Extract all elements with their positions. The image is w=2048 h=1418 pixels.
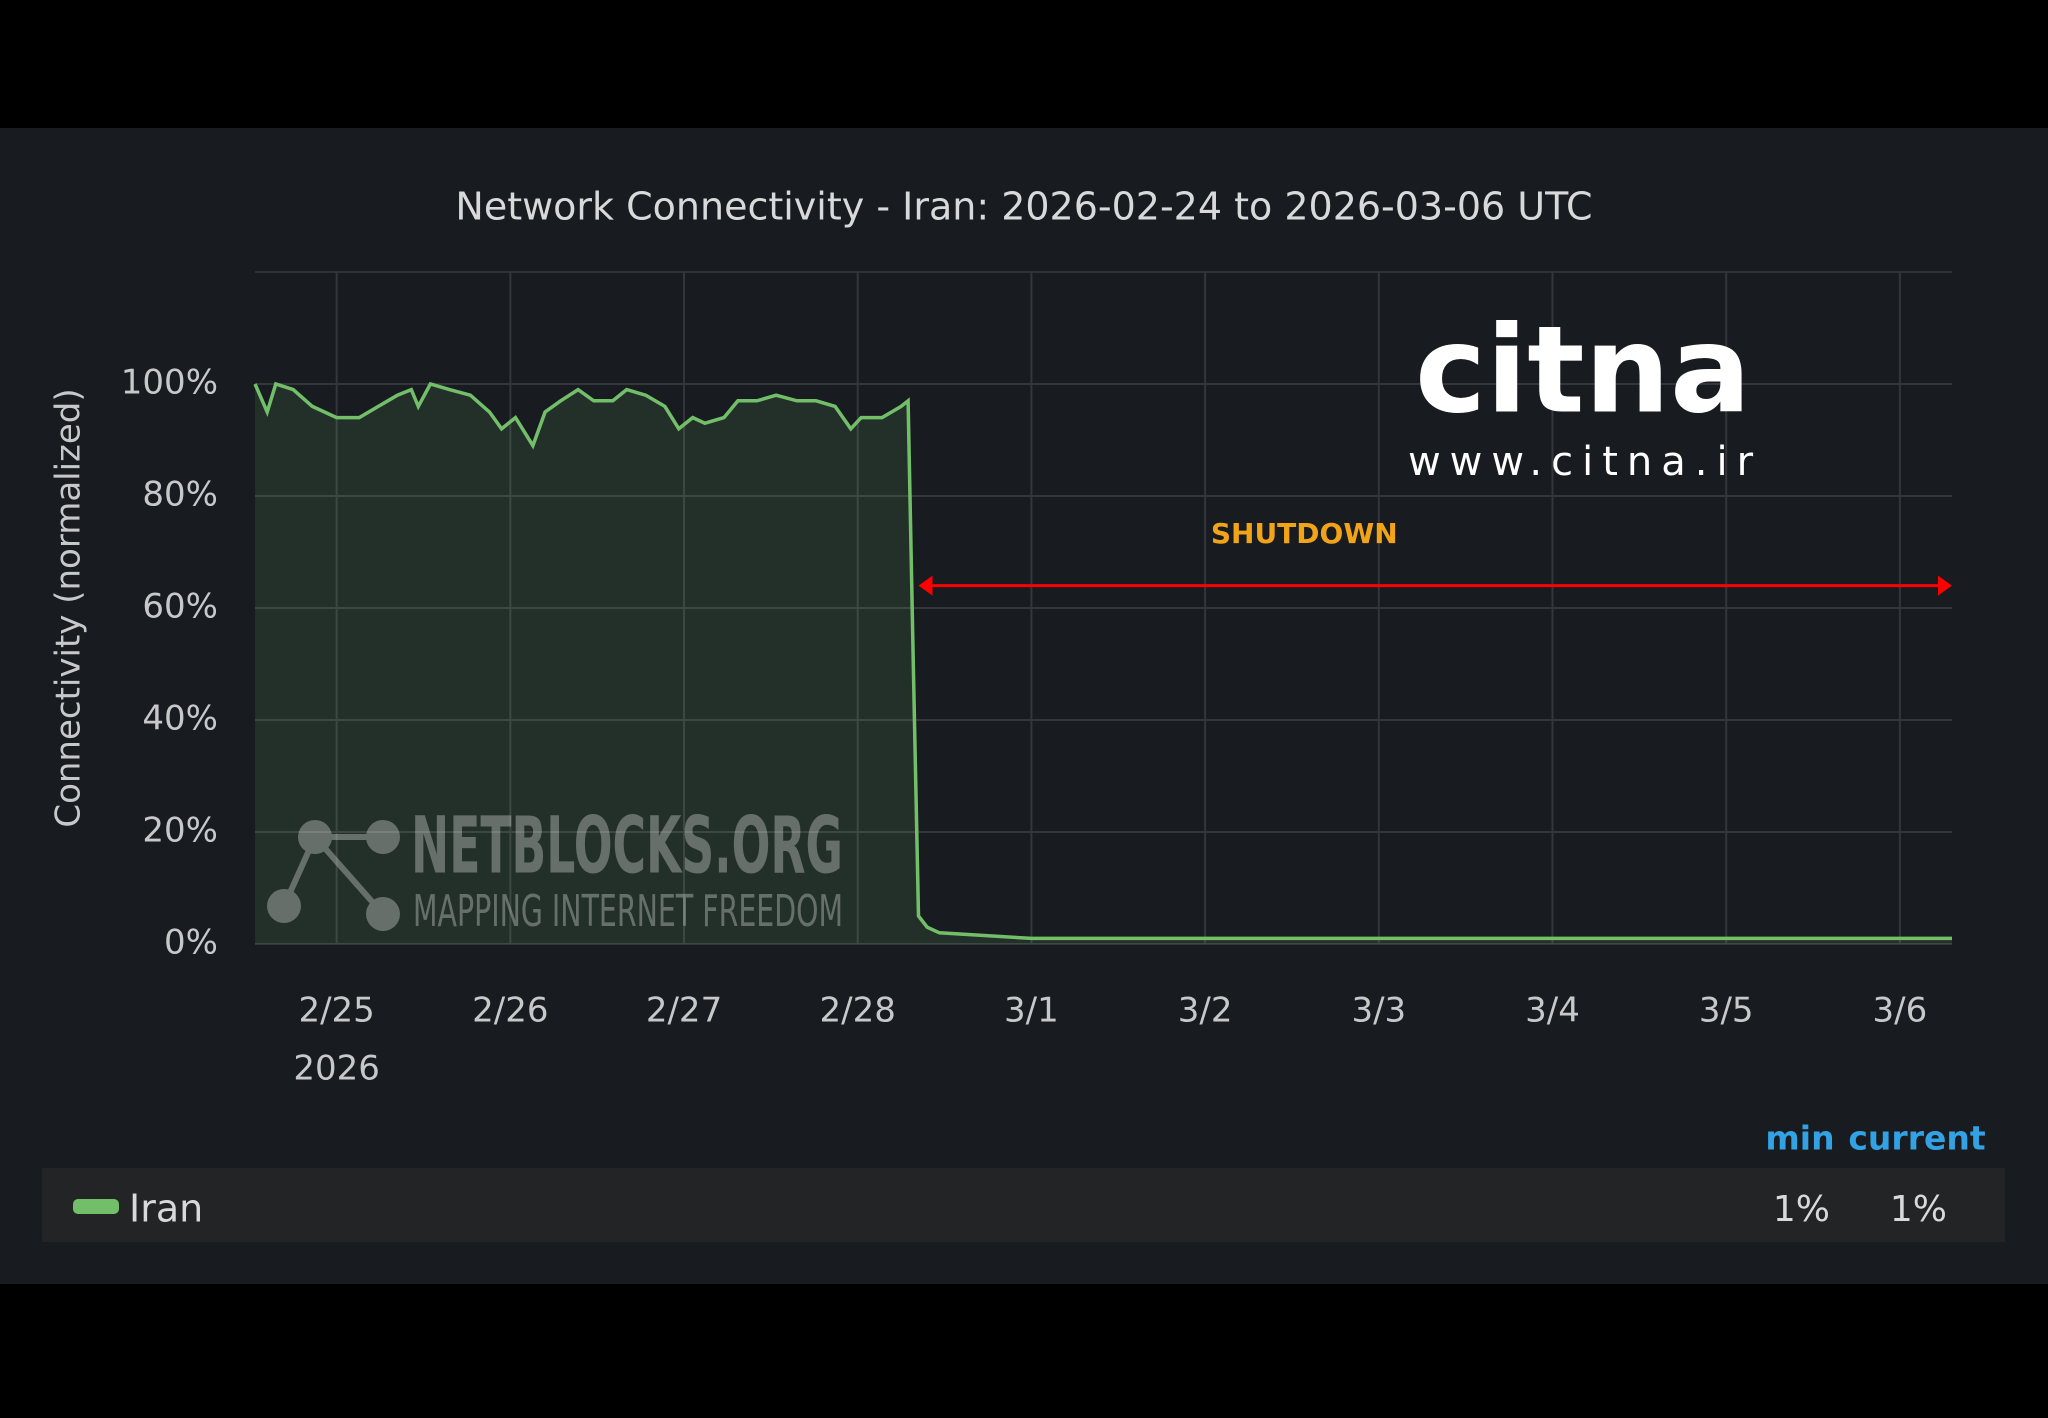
x-tick-label: 3/3 (1351, 991, 1406, 1031)
x-tick-label: 2/28 (820, 991, 896, 1031)
watermarks: citna www.citna.ir NETBLOCKS.ORG MAPPING… (267, 302, 1762, 937)
x-tick-label: 3/2 (1178, 991, 1233, 1031)
legend-stat-value: 1% (1890, 1189, 1947, 1230)
panel (0, 128, 2048, 1284)
y-tick-label: 60% (142, 587, 218, 627)
y-tick-label: 40% (142, 699, 218, 739)
x-tick-label: 3/5 (1699, 991, 1754, 1031)
grid (255, 271, 1952, 945)
annotation-text: SHUTDOWN (1211, 517, 1398, 550)
chart-title: Network Connectivity - Iran: 2026-02-24 … (455, 185, 1592, 229)
y-tick-label: 80% (142, 475, 218, 515)
legend-stat-header: current (1848, 1119, 1985, 1158)
x-tick-year: 2026 (293, 1049, 380, 1089)
x-tick-label: 2/27 (646, 991, 722, 1031)
logo-url: www.citna.ir (1408, 439, 1762, 485)
y-tick-label: 100% (121, 363, 218, 403)
legend-stat-header: min (1765, 1119, 1834, 1158)
x-tick-label: 2/25 (298, 991, 374, 1031)
x-tick-label: 3/4 (1525, 991, 1580, 1031)
arrow-head (1938, 575, 1952, 596)
series-line (253, 381, 1952, 941)
legend-stat-value: 1% (1773, 1189, 1830, 1230)
x-tick-label: 2/26 (472, 991, 548, 1031)
series-area (255, 384, 1952, 944)
x-tick-label: 3/6 (1873, 991, 1928, 1031)
y-axis-label: Connectivity (normalized) (49, 388, 89, 827)
tagline: MAPPING INTERNET FREEDOM (413, 886, 843, 937)
brand: NETBLOCKS.ORG (411, 801, 843, 891)
netblocks-icon (267, 820, 400, 931)
legend-row (42, 1168, 2005, 1242)
legend-label[interactable]: Iran (129, 1187, 203, 1231)
x-tick-label: 3/1 (1004, 991, 1059, 1031)
y-tick-label: 0% (164, 923, 218, 963)
legend-swatch (73, 1199, 119, 1214)
arrow-head (918, 575, 933, 596)
logo: citna (1415, 302, 1751, 441)
y-tick-label: 20% (142, 811, 218, 851)
